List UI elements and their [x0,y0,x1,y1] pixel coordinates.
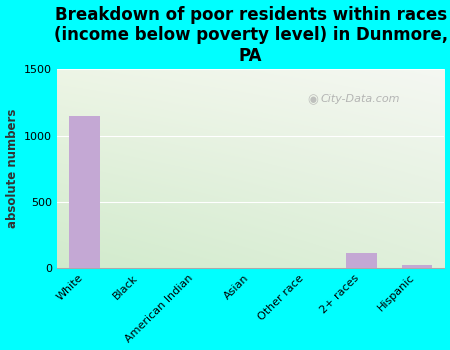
Bar [401,265,432,268]
Text: ◉: ◉ [307,93,318,106]
Bar [346,253,377,268]
Bar [69,116,100,268]
Text: City-Data.com: City-Data.com [320,94,400,104]
Title: Breakdown of poor residents within races
(income below poverty level) in Dunmore: Breakdown of poor residents within races… [54,6,448,65]
Y-axis label: absolute numbers: absolute numbers [5,109,18,229]
